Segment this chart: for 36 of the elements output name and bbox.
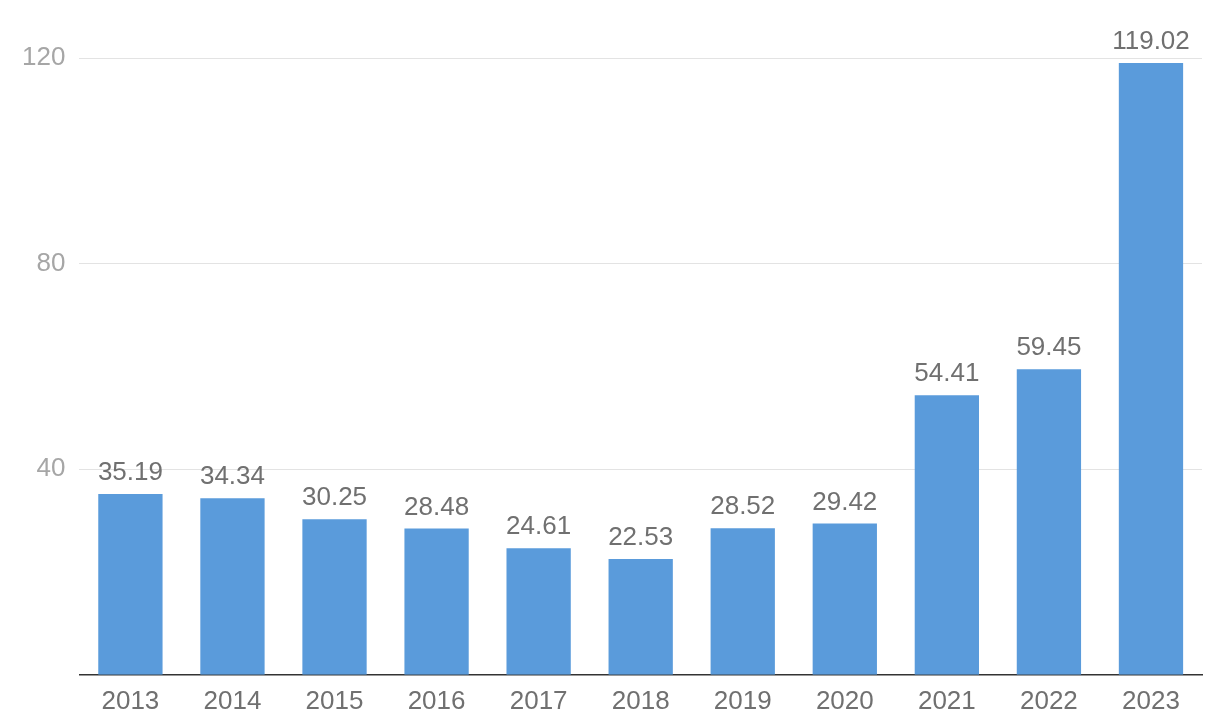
x-tick-label: 2019	[713, 684, 772, 715]
x-tick-label: 2014	[203, 684, 262, 715]
data-label: 54.41	[914, 357, 980, 388]
data-label: 28.48	[404, 490, 470, 521]
x-tick-label: 2017	[509, 684, 568, 715]
y-tick-label: 40	[36, 452, 66, 483]
data-label: 35.19	[97, 456, 163, 487]
bar	[914, 395, 980, 675]
data-label: 59.45	[1016, 331, 1082, 362]
data-label: 30.25	[301, 481, 368, 512]
y-tick-label: 80	[36, 246, 66, 277]
data-label: 34.34	[199, 460, 265, 491]
data-label: 28.52	[710, 490, 776, 521]
data-label: 29.42	[812, 485, 878, 516]
x-tick-label: 2020	[815, 684, 874, 715]
x-tick-label: 2022	[1019, 684, 1078, 715]
x-tick-label: 2013	[101, 684, 160, 715]
data-label: 24.61	[506, 510, 572, 541]
bar	[506, 548, 571, 675]
x-tick-label: 2015	[305, 684, 364, 715]
x-tick-label: 2016	[407, 684, 466, 715]
bar	[404, 528, 469, 675]
x-tick-label: 2018	[611, 684, 670, 715]
data-label: 22.53	[608, 521, 674, 552]
data-label: 119.02	[1112, 25, 1190, 56]
bar	[98, 493, 163, 675]
bar	[1118, 63, 1184, 675]
bar	[302, 519, 367, 675]
bar	[710, 528, 775, 675]
bar	[812, 523, 877, 675]
x-tick-label: 2021	[917, 684, 976, 715]
bar	[200, 498, 265, 675]
x-tick-label: 2023	[1122, 684, 1180, 715]
y-tick-label: 120	[21, 41, 66, 72]
bar	[608, 559, 673, 675]
bar	[1016, 369, 1082, 675]
